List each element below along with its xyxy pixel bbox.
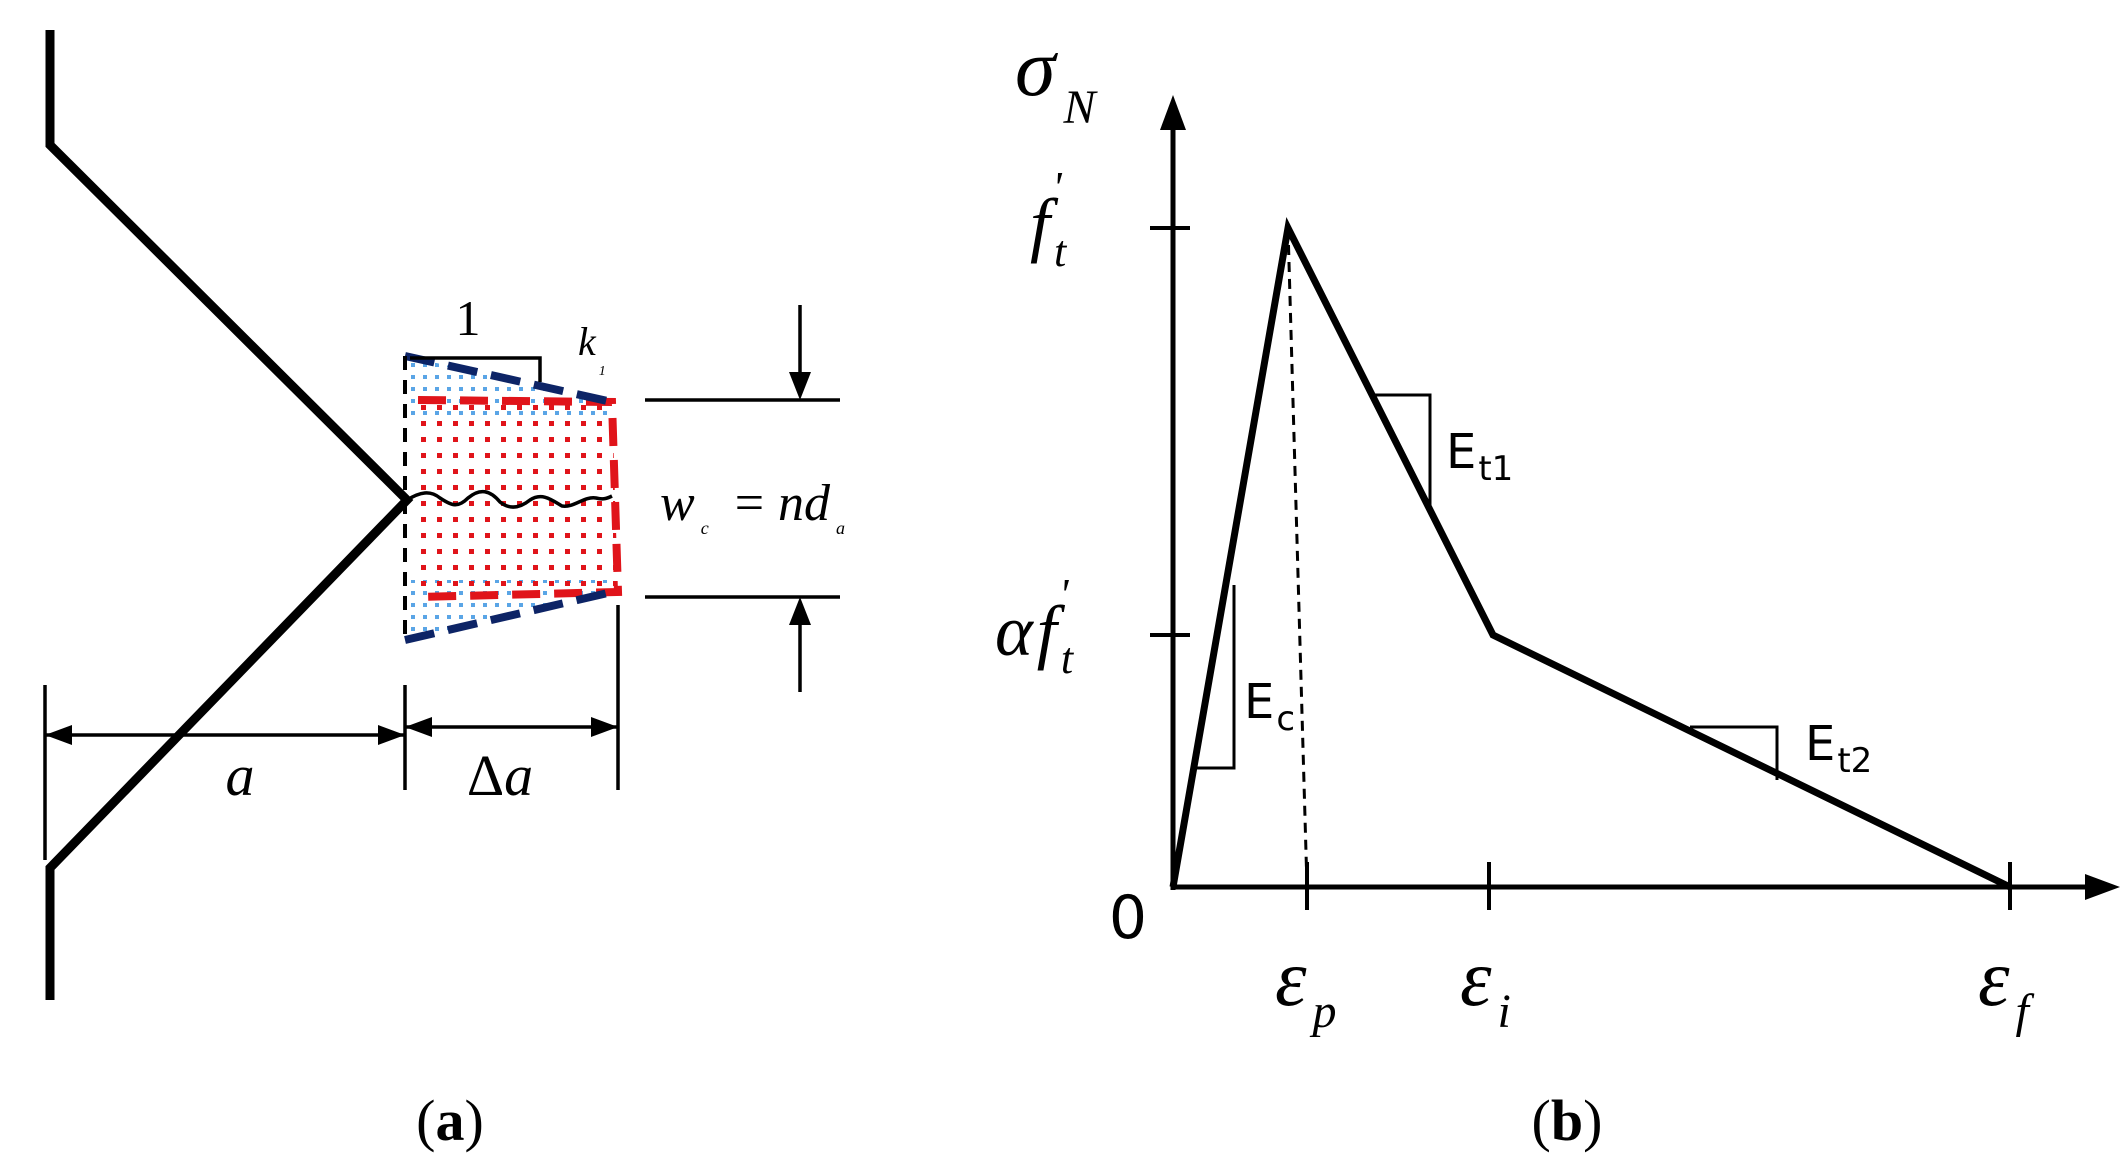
- slope-label-Et1: Et1: [1446, 424, 1513, 489]
- y-tick-label-ft: ft': [1030, 163, 1068, 276]
- slope-triangle-Et1: [1372, 393, 1432, 505]
- y-tick-label-alpha-ft: αft': [995, 570, 1075, 683]
- dim-delta-a-arrow-right: [591, 717, 618, 737]
- dim-delta-a-arrow-left: [405, 717, 432, 737]
- blue-dashed-trapezoid-bottom: [404, 588, 613, 644]
- caption-a: (a): [416, 1088, 484, 1153]
- slope-marker: [410, 356, 542, 382]
- red-dashed-band-outline: [417, 396, 623, 601]
- arrow-up-head: [789, 597, 811, 625]
- band-width-label: w c = nd a: [660, 475, 845, 538]
- dim-a-arrow-right: [378, 725, 405, 745]
- slope-rise-label: k1: [578, 319, 606, 379]
- x-axis-arrowhead: [2085, 874, 2120, 900]
- arrow-down-head: [789, 372, 811, 400]
- blue-dashed-trapezoid-top: [404, 352, 613, 406]
- crack-line: [406, 489, 613, 509]
- unloading-dashed-line: [1286, 227, 1309, 888]
- slope-label-Et2: Et2: [1805, 716, 1872, 781]
- specimen-notch-profile: [45, 30, 414, 1000]
- dim-a-arrow-left: [45, 725, 72, 745]
- crack-length-label: a: [226, 743, 255, 808]
- slope-label-Ec: Ec: [1244, 674, 1295, 739]
- y-axis-arrowhead: [1160, 95, 1186, 130]
- increment-label: Δa: [467, 743, 533, 808]
- slope-triangle-Et2: [1690, 725, 1779, 780]
- slope-triangle-Ec: [1191, 585, 1236, 770]
- origin-label: 0: [1109, 883, 1147, 953]
- slope-run-label: 1: [456, 290, 481, 346]
- red-dotted-region: [418, 400, 618, 597]
- stress-strain-curve: [1169, 216, 2012, 891]
- caption-b: (b): [1532, 1088, 1603, 1153]
- panel-a: 1 k1 w c = nd a a Δa (a): [43, 30, 845, 1153]
